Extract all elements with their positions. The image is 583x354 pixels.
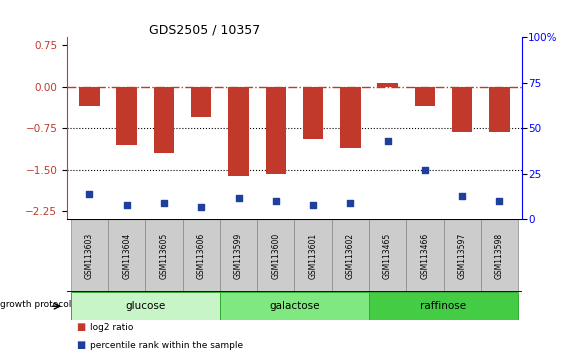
Point — [383, 138, 392, 144]
Point — [234, 195, 243, 200]
Text: log2 ratio: log2 ratio — [90, 323, 134, 332]
Bar — [79, 87, 100, 106]
Text: GSM113599: GSM113599 — [234, 233, 243, 279]
Text: GSM113605: GSM113605 — [160, 233, 168, 279]
Point — [495, 198, 504, 204]
Bar — [71, 219, 108, 292]
Bar — [71, 292, 220, 320]
Text: GSM113603: GSM113603 — [85, 233, 94, 279]
Bar — [229, 87, 249, 176]
Text: GSM113606: GSM113606 — [196, 233, 206, 279]
Point — [159, 200, 168, 206]
Bar — [406, 219, 444, 292]
Bar — [332, 219, 369, 292]
Text: GSM113601: GSM113601 — [308, 233, 318, 279]
Bar — [294, 219, 332, 292]
Bar — [191, 87, 212, 117]
Bar — [117, 87, 137, 145]
Bar — [220, 219, 257, 292]
Text: GSM113466: GSM113466 — [420, 233, 429, 279]
Bar — [489, 87, 510, 132]
Text: GSM113597: GSM113597 — [458, 233, 466, 279]
Bar — [265, 87, 286, 174]
Text: GDS2505 / 10357: GDS2505 / 10357 — [149, 23, 260, 36]
Bar — [369, 219, 406, 292]
Bar — [108, 219, 145, 292]
Point — [196, 204, 206, 210]
Bar — [377, 83, 398, 87]
Text: percentile rank within the sample: percentile rank within the sample — [90, 341, 244, 350]
Text: GSM113600: GSM113600 — [271, 233, 280, 279]
Point — [308, 202, 318, 208]
Bar — [444, 219, 481, 292]
Bar — [257, 219, 294, 292]
Bar — [340, 87, 360, 148]
Point — [271, 198, 280, 204]
Bar — [415, 87, 435, 106]
Bar — [220, 292, 369, 320]
Point — [85, 191, 94, 197]
Bar — [303, 87, 324, 139]
Text: galactose: galactose — [269, 301, 319, 311]
Text: ■: ■ — [76, 322, 85, 332]
Point — [420, 167, 430, 173]
Point — [122, 202, 131, 208]
Text: GSM113465: GSM113465 — [383, 233, 392, 279]
Text: raffinose: raffinose — [420, 301, 466, 311]
Text: GSM113604: GSM113604 — [122, 233, 131, 279]
Bar — [481, 219, 518, 292]
Text: ■: ■ — [76, 340, 85, 350]
Text: GSM113602: GSM113602 — [346, 233, 355, 279]
Text: GSM113598: GSM113598 — [495, 233, 504, 279]
Bar — [145, 219, 182, 292]
Bar — [369, 292, 518, 320]
Point — [346, 200, 355, 206]
Bar — [452, 87, 472, 132]
Bar — [154, 87, 174, 153]
Text: growth protocol: growth protocol — [0, 300, 71, 309]
Bar — [182, 219, 220, 292]
Point — [458, 193, 467, 199]
Text: glucose: glucose — [125, 301, 166, 311]
